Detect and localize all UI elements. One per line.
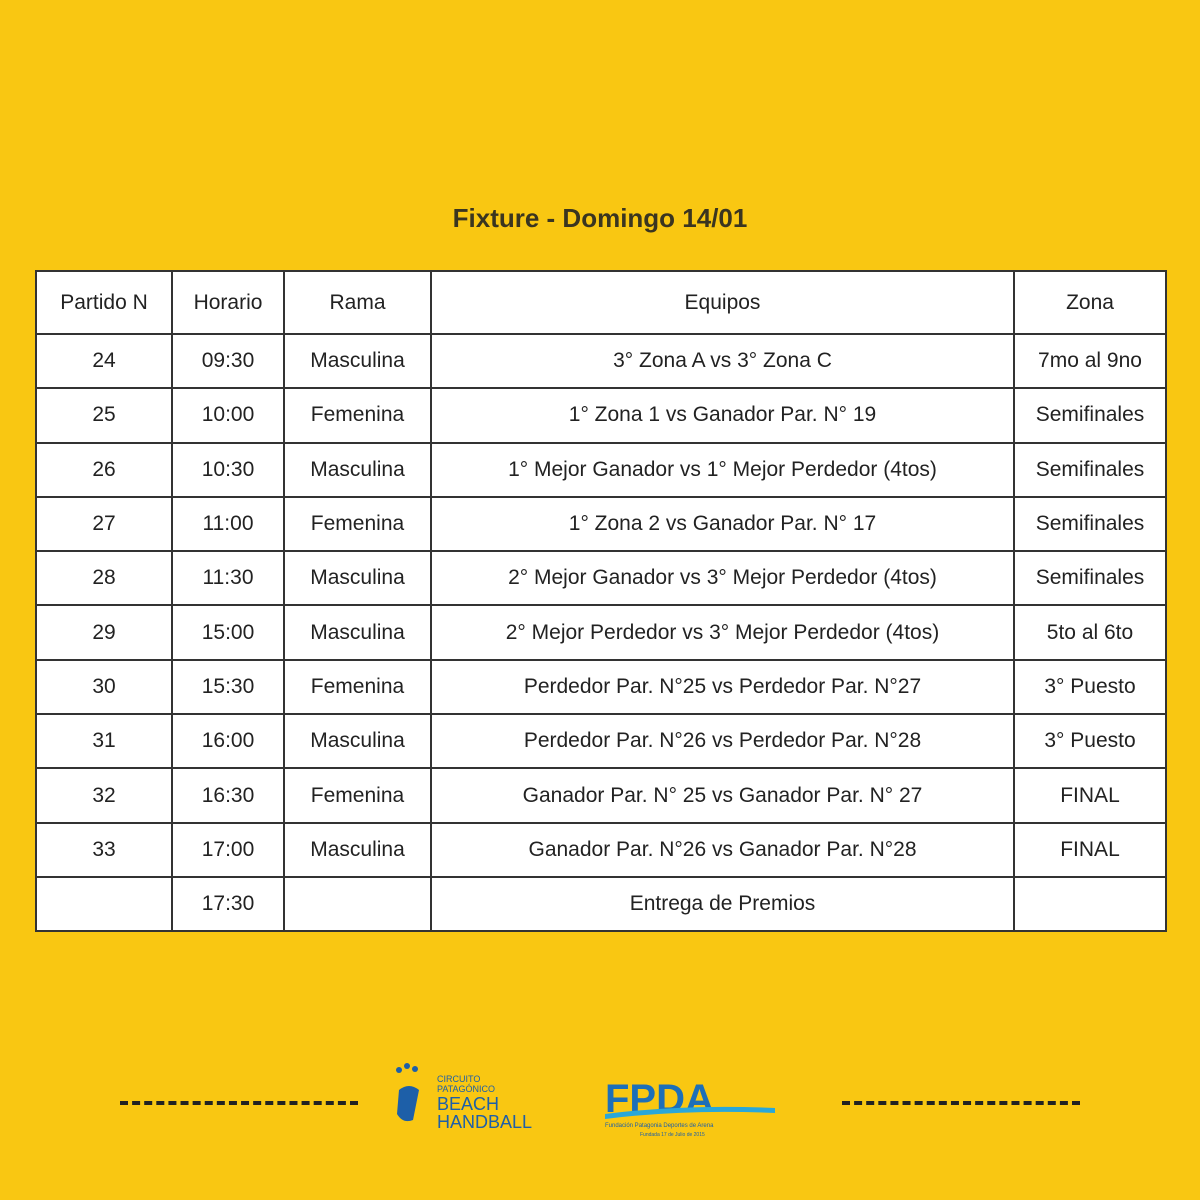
table-cell: Masculina — [283, 332, 432, 390]
table-cell: 3° Zona A vs 3° Zona C — [430, 332, 1015, 390]
table-cell: 33 — [35, 821, 173, 878]
table-cell: 29 — [35, 604, 173, 661]
table-cell: 09:30 — [171, 332, 285, 390]
table-cell: 1° Zona 1 vs Ganador Par. N° 19 — [430, 387, 1015, 444]
table-row: 32 16:30 Femenina Ganador Par. N° 25 vs Gan… — [35, 767, 1167, 824]
table-cell: Perdedor Par. N°26 vs Perdedor Par. N°28 — [430, 713, 1015, 770]
table-cell: Masculina — [283, 604, 432, 661]
table-row: 27 11:00 Femenina 1° Zona 2 vs Ganador Par.… — [35, 495, 1167, 553]
logo-beach-handball: CIRCUITO PATAGÓNICO BEACH HANDBALL — [396, 1063, 532, 1132]
logo-text: Fundada 17 de Julio de 2015 — [640, 1132, 705, 1138]
table-cell: 5to al 6to — [1013, 604, 1167, 661]
table-cell: 2° Mejor Ganador vs 3° Mejor Perdedor (4… — [430, 550, 1015, 607]
logo-text: CIRCUITO — [437, 1074, 480, 1084]
table-row: 31 16:00 Masculina Perdedor Par. N°26 vs Pe… — [35, 713, 1167, 770]
logo-text: Fundación Patagonia Deportes de Arena — [605, 1123, 714, 1129]
header-cell: Equipos — [430, 270, 1015, 335]
table-cell: Femenina — [283, 387, 432, 444]
table-cell: Femenina — [283, 495, 432, 553]
table-cell — [1013, 875, 1167, 933]
table-cell: 28 — [35, 550, 173, 607]
table-cell: 17:00 — [171, 821, 285, 878]
table-cell: Semifinales — [1013, 441, 1167, 498]
table-row: 24 09:30 Masculina 3° Zona A vs 3° Zona C 7m… — [35, 332, 1167, 390]
table-cell: 26 — [35, 441, 173, 498]
divider — [842, 1101, 1080, 1105]
table-cell — [35, 875, 173, 933]
table-cell: Semifinales — [1013, 495, 1167, 553]
table-cell: Masculina — [283, 441, 432, 498]
logo-text: PATAGÓNICO — [437, 1084, 495, 1094]
table-cell: 11:00 — [171, 495, 285, 553]
table-cell: 1° Zona 2 vs Ganador Par. N° 17 — [430, 495, 1015, 553]
table-cell: Masculina — [283, 713, 432, 770]
header-row: Partido N Horario Rama Equipos Zona — [35, 270, 1167, 335]
logo-text: HANDBALL — [437, 1112, 532, 1132]
table-row: 17:30 Entrega de Premios — [35, 875, 1167, 933]
table-cell: 16:00 — [171, 713, 285, 770]
table-cell: Masculina — [283, 821, 432, 878]
table-cell: Femenina — [283, 658, 432, 716]
table-row: 28 11:30 Masculina 2° Mejor Ganador vs 3° M… — [35, 550, 1167, 607]
table-cell — [283, 875, 432, 933]
table-cell: 27 — [35, 495, 173, 553]
table-cell: 25 — [35, 387, 173, 444]
table-cell: 32 — [35, 767, 173, 824]
table-cell: Ganador Par. N°26 vs Ganador Par. N°28 — [430, 821, 1015, 878]
title: Fixture - Domingo 14/01 — [452, 203, 748, 233]
table-cell: 17:30 — [171, 875, 285, 933]
header-cell: Horario — [171, 270, 285, 335]
table-cell: Femenina — [283, 767, 432, 824]
table-row: 33 17:00 Masculina Ganador Par. N°26 vs Gan… — [35, 821, 1167, 878]
table-cell: Ganador Par. N° 25 vs Ganador Par. N° 27 — [430, 767, 1015, 824]
table-cell: FINAL — [1013, 821, 1167, 878]
table-cell: 1° Mejor Ganador vs 1° Mejor Perdedor (4… — [430, 441, 1015, 498]
table-cell: Masculina — [283, 550, 432, 607]
table-cell: 11:30 — [171, 550, 285, 607]
table-cell: 31 — [35, 713, 173, 770]
table-cell: Perdedor Par. N°25 vs Perdedor Par. N°27 — [430, 658, 1015, 716]
table-row: 29 15:00 Masculina 2° Mejor Perdedor vs 3° … — [35, 604, 1167, 661]
logo-text: BEACH — [437, 1094, 499, 1114]
table-cell: Entrega de Premios — [430, 875, 1015, 933]
table-row: 25 10:00 Femenina 1° Zona 1 vs Ganador Par.… — [35, 387, 1167, 444]
table-cell: 7mo al 9no — [1013, 332, 1167, 390]
divider — [120, 1101, 358, 1105]
table-cell: 16:30 — [171, 767, 285, 824]
header-cell: Rama — [283, 270, 432, 335]
fixture-table: Partido N Horario Rama Equipos Zona 24 09:30 M… — [35, 270, 1167, 933]
table-cell: FINAL — [1013, 767, 1167, 824]
table-cell: Semifinales — [1013, 387, 1167, 444]
header-cell: Zona — [1013, 270, 1167, 335]
table-row: 30 15:30 Femenina Perdedor Par. N°25 vs Per… — [35, 658, 1167, 716]
table-cell: 15:00 — [171, 604, 285, 661]
table-cell: Semifinales — [1013, 550, 1167, 607]
table-cell: 15:30 — [171, 658, 285, 716]
table-cell: 3° Puesto — [1013, 658, 1167, 716]
table-cell: 24 — [35, 332, 173, 390]
table-cell: 3° Puesto — [1013, 713, 1167, 770]
table-cell: 10:30 — [171, 441, 285, 498]
table-cell: 30 — [35, 658, 173, 716]
table-cell: 10:00 — [171, 387, 285, 444]
table-row: 26 10:30 Masculina 1° Mejor Ganador vs 1° M… — [35, 441, 1167, 498]
header-cell: Partido N — [35, 270, 173, 335]
logo-fpda: FPDA Fundación Patagonia Deportes de Are… — [605, 1077, 775, 1138]
table-cell: 2° Mejor Perdedor vs 3° Mejor Perdedor (… — [430, 604, 1015, 661]
